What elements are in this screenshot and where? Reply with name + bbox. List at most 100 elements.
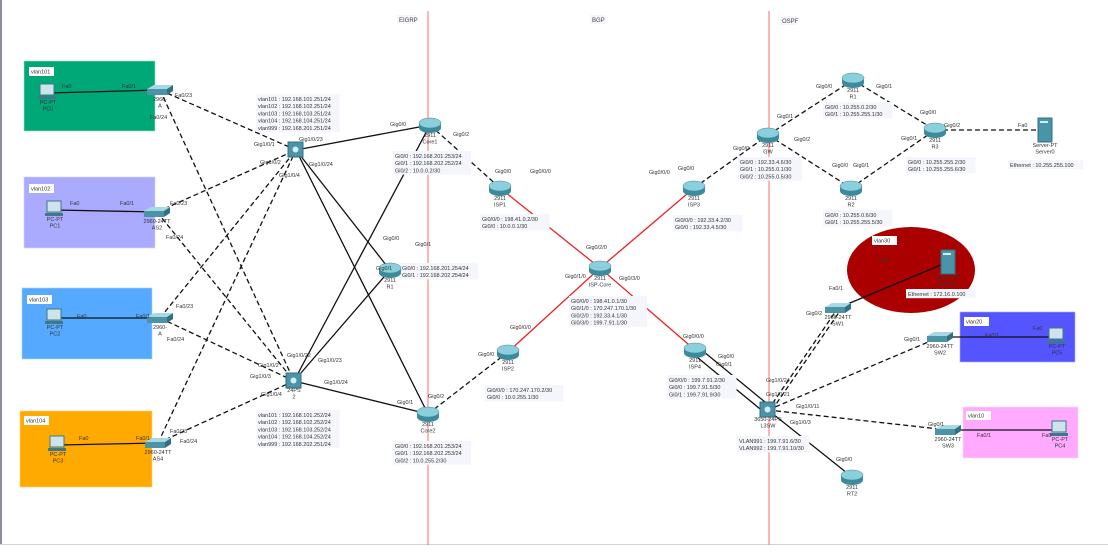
link-R2-R3[interactable] bbox=[850, 129, 936, 189]
link-GW-R2[interactable] bbox=[767, 134, 852, 189]
link-AS2-2[interactable] bbox=[156, 211, 295, 382]
ip-info-line: Gi0/1 : 10.255.255.1/30 bbox=[825, 112, 883, 118]
link-PC1-AS2[interactable] bbox=[54, 209, 158, 213]
device-model-label: PC-PT bbox=[40, 100, 57, 106]
link--Core1[interactable] bbox=[295, 124, 431, 151]
port-label: Gig0/2 bbox=[794, 137, 810, 143]
device-model-label: 2960-24TT bbox=[144, 219, 172, 225]
link-AS4-[interactable] bbox=[157, 149, 297, 444]
vlan10-label: vlan10 bbox=[968, 414, 984, 420]
ip-info-line: vlan103 : 192.168.103.252/24 bbox=[258, 427, 331, 433]
link-GW-R1[interactable] bbox=[767, 79, 854, 136]
link-PC0-A[interactable] bbox=[47, 89, 161, 94]
link--Core2[interactable] bbox=[295, 149, 429, 415]
port-label: Gig0/1 bbox=[415, 242, 431, 248]
link-L3SW-RT2[interactable] bbox=[767, 409, 853, 478]
link-Server1-SW1[interactable] bbox=[837, 261, 949, 309]
pc-icon bbox=[46, 200, 62, 213]
port-label: Gig1/0/24 bbox=[766, 378, 790, 384]
device-mls[interactable] bbox=[287, 141, 304, 158]
ip-info-line: Gi0/2 : 10.0.0.2/30 bbox=[395, 168, 440, 174]
port-label: Gig0/2 bbox=[428, 394, 444, 400]
device-model-label: 2911 bbox=[594, 276, 606, 282]
link-A-[interactable] bbox=[159, 89, 297, 151]
link-L3SW-SW3[interactable] bbox=[767, 409, 949, 431]
ip-info-line: Gi0/1 : 192.168.202.253/24 bbox=[395, 451, 462, 457]
link-L3SW-SW2[interactable] bbox=[767, 336, 941, 411]
device-name-label: PC5 bbox=[1052, 351, 1063, 357]
device-name-label: PC4 bbox=[1055, 444, 1066, 450]
switch-icon bbox=[147, 85, 173, 89]
device-a[interactable]: 2960-A bbox=[147, 313, 173, 338]
link-2-R1[interactable] bbox=[293, 269, 391, 382]
link-ISP3-ISP-Core[interactable] bbox=[599, 187, 695, 269]
switch-icon bbox=[935, 425, 961, 429]
device-name-label: ISP2 bbox=[502, 367, 514, 373]
link-Core2-ISP2[interactable] bbox=[427, 351, 509, 415]
ip-info-line: Gi0/1 : 199.7.91.9/30 bbox=[669, 392, 720, 398]
ip-info-line: vlan102 : 192.168.102.252/24 bbox=[258, 420, 331, 426]
link-L3SW-SW1[interactable] bbox=[767, 307, 839, 411]
link--R1[interactable] bbox=[295, 149, 391, 271]
canvas-bottom-border bbox=[0, 544, 1108, 545]
link-ISP1-ISP-Core[interactable] bbox=[499, 187, 601, 269]
link-AS2-[interactable] bbox=[156, 149, 297, 213]
link-ISP4-ISP-Core[interactable] bbox=[599, 267, 696, 351]
device-a[interactable]: 2960-A bbox=[147, 85, 173, 110]
port-label: Gig0/0/0 bbox=[683, 334, 704, 340]
link-2-Core2[interactable] bbox=[293, 380, 429, 415]
port-label: Fa0/24 bbox=[180, 439, 197, 445]
ip-info-line: Gi0/1/0 : 170.247.170.1/30 bbox=[571, 306, 636, 312]
link-ISP2-ISP-Core[interactable] bbox=[507, 267, 601, 353]
link-PC3-AS4[interactable] bbox=[57, 442, 159, 446]
ip-info-line: Gi0/3/0 : 199.7.91.1/30 bbox=[571, 321, 627, 327]
port-label: Gig0/1 bbox=[876, 84, 892, 90]
device-model-label: 2960- bbox=[153, 97, 167, 103]
link-ISP3-GW[interactable] bbox=[693, 134, 769, 189]
link-AS4-2[interactable] bbox=[157, 380, 295, 444]
device-name-label: SW2 bbox=[934, 351, 946, 357]
ip-info-line: Gi0/0 : 199.7.91.5/30 bbox=[669, 385, 720, 391]
switch-icon bbox=[927, 332, 953, 336]
port-label: Gig0/0 bbox=[390, 122, 406, 128]
device-name-label: Server1 bbox=[938, 282, 957, 288]
port-label: Fa0/23 bbox=[170, 201, 187, 207]
link-L3SW-SW1[interactable] bbox=[771, 307, 843, 411]
link-A-[interactable] bbox=[159, 149, 297, 319]
link-R1-R3[interactable] bbox=[852, 79, 936, 131]
link-A-2[interactable] bbox=[159, 317, 295, 382]
port-label: Gig0/1 bbox=[716, 362, 732, 368]
port-label: Fa0 bbox=[879, 258, 888, 264]
ip-info-line: Gi0/0/0 : 198.41.0.2/30 bbox=[482, 217, 538, 223]
vlan102-label: vlan102 bbox=[31, 187, 50, 193]
